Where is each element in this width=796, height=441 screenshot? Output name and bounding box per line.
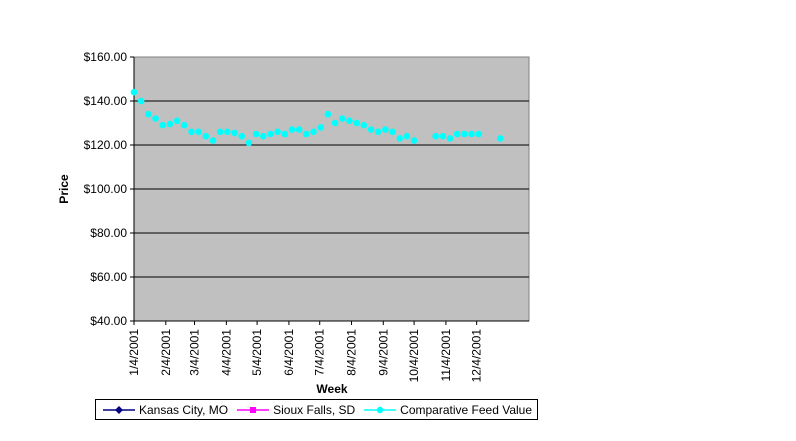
data-point <box>159 121 167 129</box>
data-point <box>346 117 353 125</box>
legend-entry-kansas-city: Kansas City, MO <box>102 403 228 417</box>
series-2 <box>130 88 504 147</box>
y-tick-label: $80.00 <box>90 226 127 240</box>
y-axis: $40.00 $60.00 $80.00 $100.00 $120.00 $140.00 $… <box>84 50 135 328</box>
data-point <box>360 121 368 129</box>
y-tick-label: $60.00 <box>90 270 127 284</box>
y-tick-label: $40.00 <box>90 314 127 328</box>
data-point <box>245 139 253 147</box>
y-tick-label: $160.00 <box>84 50 128 64</box>
data-point <box>288 126 296 133</box>
data-point <box>137 97 145 105</box>
data-point <box>252 130 260 138</box>
data-point <box>224 128 231 136</box>
data-point <box>403 132 411 140</box>
x-tick-label: 3/4/2001 <box>188 329 202 376</box>
data-point <box>310 128 317 136</box>
x-tick-label: 12/4/2001 <box>470 329 484 383</box>
data-point <box>331 119 339 127</box>
data-point <box>238 132 246 140</box>
data-point <box>166 120 174 128</box>
data-point <box>475 130 483 138</box>
data-point <box>202 132 210 140</box>
data-point <box>274 128 281 136</box>
data-point <box>130 88 138 96</box>
data-point <box>216 128 224 136</box>
data-point <box>324 110 332 118</box>
legend-marker-kansas-city <box>103 405 135 414</box>
x-tick-label: 11/4/2001 <box>439 329 453 382</box>
legend-marker-sioux-falls <box>237 406 270 413</box>
data-point <box>152 115 159 122</box>
data-point <box>439 132 447 140</box>
data-point <box>303 130 310 138</box>
data-point <box>209 137 217 144</box>
data-point <box>188 128 195 136</box>
data-point <box>468 130 475 138</box>
data-point <box>389 128 396 136</box>
y-tick-label: $140.00 <box>84 94 128 108</box>
data-point <box>446 135 454 142</box>
legend-entry-comparative-feed-value: Comparative Feed Value <box>363 403 532 417</box>
data-point <box>453 130 461 138</box>
data-point <box>396 135 404 142</box>
data-point <box>353 119 360 127</box>
data-point <box>410 137 418 144</box>
data-point <box>267 130 274 138</box>
series-layer <box>130 88 504 147</box>
y-axis-label: Price <box>57 174 71 204</box>
data-point <box>338 115 346 122</box>
data-point <box>231 129 238 137</box>
data-point <box>145 110 152 118</box>
data-point <box>295 126 303 133</box>
legend-marker-comparative-feed-value <box>364 406 397 413</box>
data-point <box>173 117 181 125</box>
data-point <box>180 121 188 129</box>
x-tick-label: 9/4/2001 <box>376 329 390 376</box>
x-axis-label: Week <box>316 382 347 396</box>
data-point <box>461 130 468 138</box>
legend: Kansas City, MO Sioux Falls, SD Comparat… <box>95 399 538 420</box>
x-tick-label: 10/4/2001 <box>407 329 421 383</box>
x-axis: 1/4/2001 2/4/2001 3/4/2001 4/4/2001 5/4/2001… <box>127 320 529 383</box>
data-point <box>382 126 389 133</box>
legend-label-sioux-falls: Sioux Falls, SD <box>273 402 356 417</box>
data-point <box>496 135 504 142</box>
data-point <box>317 124 325 131</box>
x-tick-label: 6/4/2001 <box>282 329 296 376</box>
x-tick-label: 7/4/2001 <box>313 329 327 376</box>
x-tick-label: 8/4/2001 <box>345 329 359 376</box>
data-point <box>259 132 267 140</box>
legend-label-kansas-city: Kansas City, MO <box>139 402 229 417</box>
legend-label-comparative-feed-value: Comparative Feed Value <box>400 402 533 417</box>
legend-entry-sioux-falls: Sioux Falls, SD <box>236 403 355 417</box>
x-tick-label: 5/4/2001 <box>250 329 264 376</box>
x-tick-label: 4/4/2001 <box>219 329 233 376</box>
data-point <box>374 128 382 136</box>
y-tick-label: $100.00 <box>84 182 128 196</box>
data-point <box>367 126 375 133</box>
x-tick-label: 1/4/2001 <box>127 329 141 376</box>
data-point <box>432 132 439 140</box>
x-tick-label: 2/4/2001 <box>159 329 173 376</box>
y-tick-label: $120.00 <box>84 138 128 152</box>
gridlines <box>134 100 529 278</box>
data-point <box>281 130 289 138</box>
data-point <box>195 128 202 136</box>
